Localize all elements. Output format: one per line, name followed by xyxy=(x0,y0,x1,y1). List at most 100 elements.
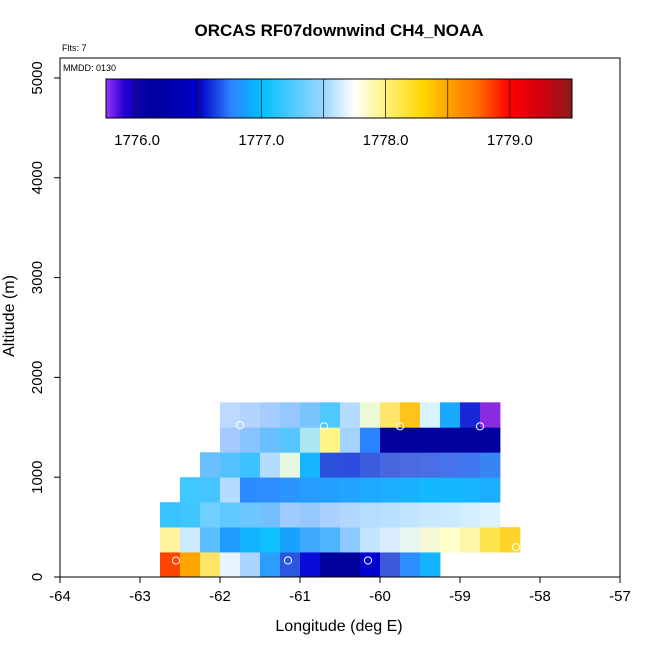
heatmap-cell xyxy=(360,477,381,503)
heatmap-cell xyxy=(400,502,421,528)
heatmap-cell xyxy=(420,402,441,428)
heatmap-cell xyxy=(440,477,461,503)
heatmap-cell xyxy=(160,502,181,528)
heatmap-cell xyxy=(260,402,281,428)
heatmap-cell xyxy=(180,527,201,553)
flight-marker xyxy=(363,556,373,565)
x-axis: -64 -63 -62 -61 -60 -59 -58 -57 xyxy=(49,577,631,605)
flight-markers xyxy=(151,421,521,565)
y-axis-label: Altitude (m) xyxy=(1,275,18,357)
heatmap-cells xyxy=(160,402,521,578)
mmdd-annotation: MMDD: 0130 xyxy=(63,63,116,73)
heatmap-cell xyxy=(180,502,201,528)
heatmap-cell xyxy=(420,477,441,503)
heatmap-cell xyxy=(380,452,401,478)
heatmap-cell xyxy=(240,502,261,528)
heatmap-cell xyxy=(280,477,301,503)
x-tick-label: -60 xyxy=(369,588,391,605)
heatmap-cell xyxy=(400,552,421,578)
heatmap-cell xyxy=(360,527,381,553)
x-tick-label: -62 xyxy=(209,588,231,605)
colorbar-ticks: 1776.0 1777.0 1778.0 1779.0 xyxy=(114,79,533,149)
colorbar-tick-label: 1779.0 xyxy=(487,132,533,149)
heatmap-cell xyxy=(420,527,441,553)
heatmap-cell xyxy=(480,402,501,428)
y-tick-label: 1000 xyxy=(29,461,46,494)
heatmap-cell xyxy=(500,527,521,553)
heatmap-cell xyxy=(320,402,341,428)
heatmap-cell xyxy=(360,427,381,453)
heatmap-cell xyxy=(380,427,401,453)
heatmap-cell xyxy=(420,427,441,453)
heatmap-cell xyxy=(220,427,241,453)
heatmap-cell xyxy=(340,552,361,578)
x-tick-label: -59 xyxy=(449,588,471,605)
heatmap-cell xyxy=(320,427,341,453)
heatmap-cell xyxy=(440,402,461,428)
colorbar-tick-label: 1776.0 xyxy=(114,132,160,149)
flight-marker xyxy=(319,422,329,431)
heatmap-cell xyxy=(280,427,301,453)
heatmap-cell xyxy=(480,527,501,553)
heatmap-cell xyxy=(440,427,461,453)
heatmap-cell xyxy=(480,477,501,503)
heatmap-cell xyxy=(380,477,401,503)
heatmap-cell xyxy=(300,552,321,578)
heatmap-cell xyxy=(460,527,481,553)
heatmap-cell xyxy=(260,427,281,453)
heatmap-cell xyxy=(280,527,301,553)
heatmap-cell xyxy=(320,477,341,503)
heatmap-cell xyxy=(420,452,441,478)
heatmap-cell xyxy=(260,527,281,553)
heatmap-cell xyxy=(160,527,181,553)
y-tick-label: 3000 xyxy=(29,261,46,294)
heatmap-cell xyxy=(320,552,341,578)
flight-marker xyxy=(511,542,521,552)
heatmap-cell xyxy=(400,477,421,503)
colorbar-tick-label: 1777.0 xyxy=(238,132,284,149)
heatmap-cell xyxy=(280,452,301,478)
heatmap-cell xyxy=(160,552,181,578)
colorbar: 1776.0 1777.0 1778.0 1779.0 xyxy=(105,78,573,149)
x-tick-label: -63 xyxy=(129,588,151,605)
heatmap-cell xyxy=(400,452,421,478)
heatmap-cell xyxy=(460,427,481,453)
heatmap-cell xyxy=(220,477,241,503)
heatmap-cell xyxy=(300,477,321,503)
heatmap-cell xyxy=(360,452,381,478)
colorbar-tick-label: 1778.0 xyxy=(363,132,409,149)
y-tick-label: 0 xyxy=(29,573,46,581)
heatmap-cell xyxy=(220,452,241,478)
heatmap-cell xyxy=(220,502,241,528)
plot-frame xyxy=(59,57,621,578)
heatmap-cell xyxy=(220,552,241,578)
heatmap-cell xyxy=(420,552,441,578)
heatmap-cell xyxy=(440,452,461,478)
heatmap-cell xyxy=(200,452,221,478)
y-tick-label: 4000 xyxy=(29,161,46,194)
colorbar-gradient xyxy=(105,78,573,119)
heatmap-cell xyxy=(280,502,301,528)
heatmap-cell xyxy=(400,427,421,453)
heatmap-cell xyxy=(400,527,421,553)
heatmap-cell xyxy=(380,402,401,428)
heatmap-cell xyxy=(340,402,361,428)
x-tick-label: -61 xyxy=(289,588,311,605)
heatmap-cell xyxy=(180,477,201,503)
heatmap-cell xyxy=(340,502,361,528)
x-tick-label: -64 xyxy=(49,588,71,605)
heatmap-cell xyxy=(380,502,401,528)
flight-marker xyxy=(395,422,405,431)
heatmap-cell xyxy=(240,402,261,428)
heatmap-cell xyxy=(300,527,321,553)
heatmap-cell xyxy=(480,427,501,453)
y-tick-label: 2000 xyxy=(29,361,46,394)
heatmap-cell xyxy=(460,502,481,528)
heatmap-cell xyxy=(360,402,381,428)
heatmap-cell xyxy=(260,477,281,503)
flight-marker xyxy=(171,556,181,565)
heatmap-cell xyxy=(420,502,441,528)
heatmap-cell xyxy=(240,552,261,578)
heatmap-cell xyxy=(280,402,301,428)
